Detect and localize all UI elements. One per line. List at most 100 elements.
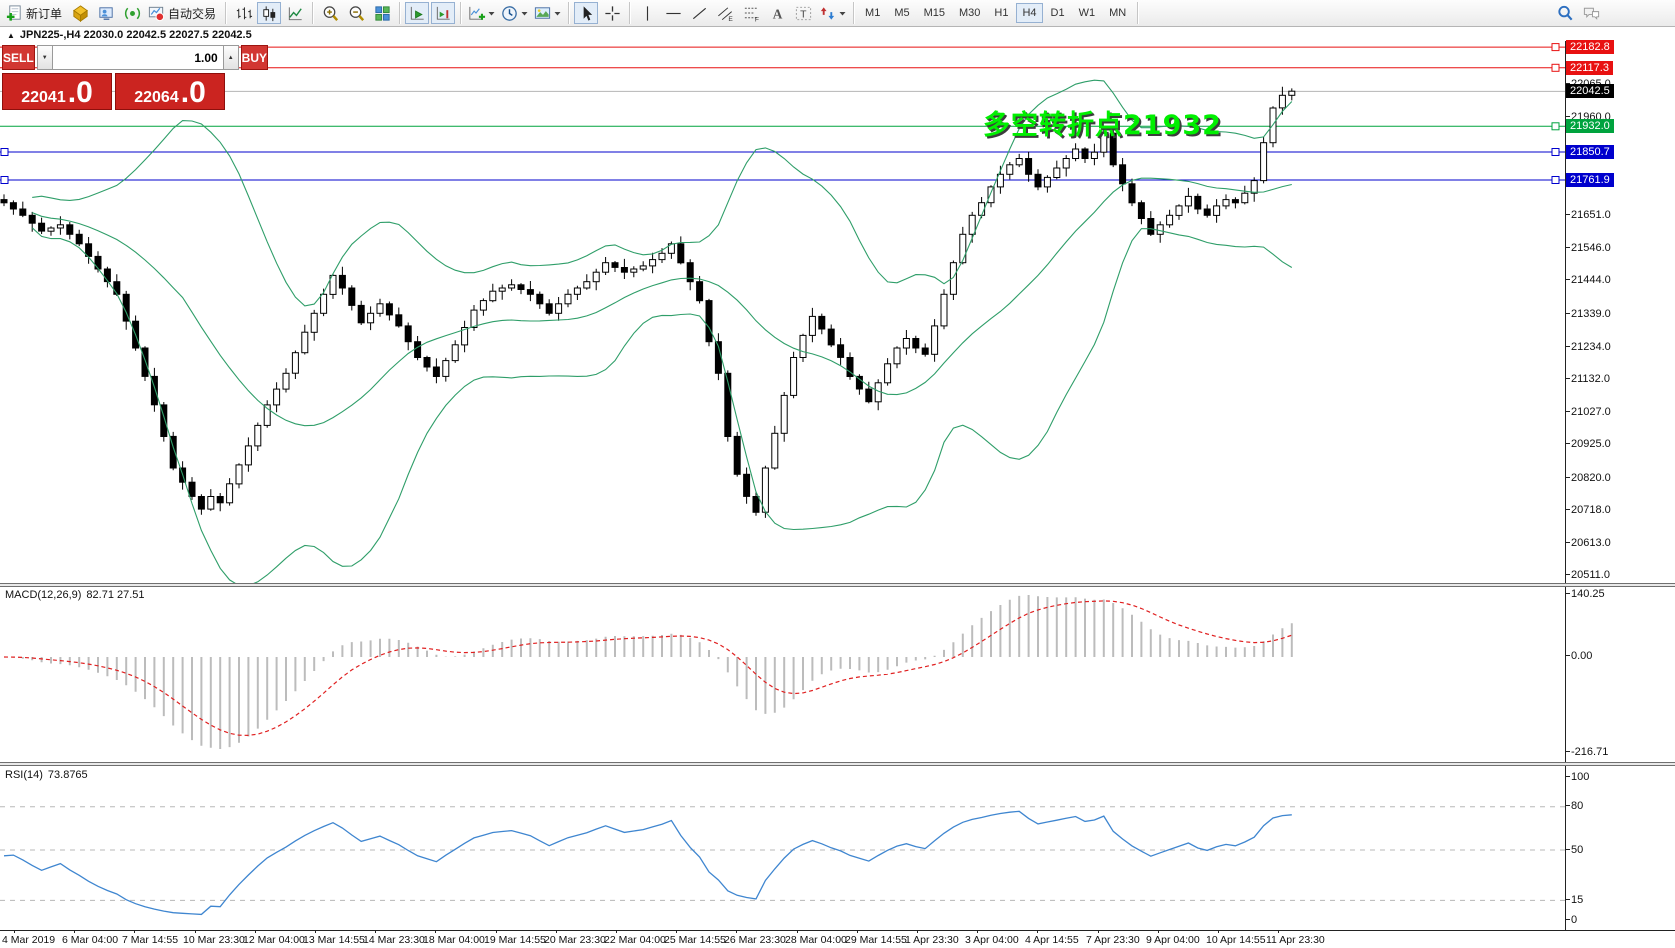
line-handle[interactable] <box>1551 176 1560 184</box>
candle-body <box>893 347 901 365</box>
templates-button[interactable] <box>532 2 563 24</box>
time-axis-label: 4 Mar 2019 <box>2 930 56 946</box>
candle-body <box>1081 148 1089 159</box>
fibonacci-button[interactable]: F <box>739 2 763 24</box>
search-button[interactable] <box>1553 2 1577 24</box>
tile-icon <box>374 5 390 21</box>
profiles-button[interactable] <box>94 2 118 24</box>
sell-price-box[interactable]: 22041 .0 <box>2 73 112 110</box>
zoom-out-button[interactable] <box>344 2 368 24</box>
candle-body <box>348 287 356 306</box>
candle-body <box>884 363 892 384</box>
tf-H1[interactable]: H1 <box>994 7 1009 19</box>
svg-text:F: F <box>754 16 758 22</box>
pane-splitter-macd[interactable] <box>0 583 1675 587</box>
candle-body <box>677 243 685 264</box>
toolbar-separator <box>568 2 570 24</box>
candle-body <box>1090 151 1098 159</box>
periods-button[interactable] <box>499 2 530 24</box>
collapse-arrow-icon[interactable]: ▲ <box>7 31 15 40</box>
price-tick-label: 21546.0 <box>1566 242 1611 254</box>
line-handle[interactable] <box>1551 122 1560 131</box>
candle-body <box>376 303 384 314</box>
trendline-button[interactable] <box>687 2 711 24</box>
macd-signal-line <box>3 600 1292 737</box>
candle-body <box>1166 214 1174 226</box>
text-button[interactable]: A <box>765 2 789 24</box>
time-axis-label: 12 Mar 04:00 <box>243 930 305 946</box>
tf-M1[interactable]: M1 <box>865 7 881 19</box>
candle-body <box>479 300 487 311</box>
buy-button[interactable]: BUY <box>240 45 269 70</box>
volume-decrease-button[interactable]: ▼ <box>36 45 53 70</box>
crosshair-button[interactable] <box>600 2 624 24</box>
zoom-in-button[interactable] <box>318 2 342 24</box>
tf-M5[interactable]: M5 <box>894 7 910 19</box>
time-axis-label: 1 Apr 23:30 <box>905 930 959 946</box>
candle-body <box>1128 183 1136 204</box>
channel-button[interactable]: E <box>713 2 737 24</box>
price-tick-label: 21027.0 <box>1566 406 1611 418</box>
cursor-button[interactable] <box>574 2 599 24</box>
auto-trading-button[interactable]: 自动交易 <box>146 2 220 24</box>
price-tick-label: 21755.0 <box>1566 176 1611 188</box>
line-handle[interactable] <box>0 176 9 184</box>
candle-body <box>1213 205 1221 216</box>
tf-M15[interactable]: M15 <box>923 7 945 19</box>
chat-button[interactable] <box>1579 2 1603 24</box>
arrows-button[interactable] <box>817 2 848 24</box>
indicators-button[interactable] <box>466 2 497 24</box>
macd-pane-canvas[interactable] <box>0 587 1565 762</box>
candle-body <box>865 388 873 403</box>
line-handle[interactable] <box>1551 43 1560 52</box>
hline-icon <box>665 12 681 14</box>
line-handle[interactable] <box>1551 63 1560 72</box>
search-icon <box>1557 5 1572 20</box>
candlestick-series <box>0 86 1296 518</box>
candle-body <box>1203 208 1211 216</box>
tf-H4[interactable]: H4 <box>1016 3 1043 23</box>
candle-body <box>526 289 534 295</box>
tf-D1[interactable]: D1 <box>1050 7 1065 19</box>
volume-input[interactable] <box>52 45 223 70</box>
chart-shift-button[interactable] <box>431 2 456 24</box>
candle-body <box>564 293 572 305</box>
line-handle[interactable] <box>1551 148 1560 156</box>
tile-windows-button[interactable] <box>370 2 394 24</box>
candle-body <box>733 435 741 475</box>
text-label-button[interactable]: T <box>791 2 815 24</box>
candle-body <box>28 214 36 224</box>
candle-body <box>395 314 403 327</box>
time-axis-label: 22 Mar 04:00 <box>604 930 666 946</box>
tf-W1[interactable]: W1 <box>1078 7 1096 19</box>
candlestick-chart-button[interactable] <box>257 2 282 24</box>
line-handle[interactable] <box>0 148 9 156</box>
new-order-button[interactable]: 新订单 <box>4 2 66 24</box>
candle-body <box>1053 167 1061 178</box>
rsi-pane-canvas[interactable] <box>0 766 1565 930</box>
tf-M30[interactable]: M30 <box>959 7 981 19</box>
buy-price-box[interactable]: 22064 .0 <box>115 73 225 110</box>
vertical-line-button[interactable] <box>635 2 659 24</box>
autotrade-icon <box>148 6 165 21</box>
signals-button[interactable] <box>120 2 144 24</box>
candle-body <box>113 281 121 295</box>
bar-chart-button[interactable] <box>231 2 255 24</box>
candle-body <box>827 328 835 346</box>
main-chart-canvas[interactable] <box>0 41 1565 583</box>
candle-body <box>216 496 224 504</box>
candle-body <box>921 347 929 355</box>
candle-body <box>197 496 205 510</box>
horizontal-line-button[interactable] <box>661 2 685 24</box>
auto-scroll-button[interactable] <box>405 2 430 24</box>
line-chart-button[interactable] <box>283 2 307 24</box>
main-toolbar: 新订单 自动交易 E F A T M1 M5 M15 M30 H1 H4 D1 W1 MN <box>0 0 1675 27</box>
quotes-button[interactable] <box>68 2 92 24</box>
sell-button[interactable]: SELL <box>2 45 35 70</box>
volume-increase-button[interactable]: ▲ <box>222 45 239 70</box>
tf-MN[interactable]: MN <box>1109 7 1127 19</box>
candle-body <box>226 483 234 504</box>
candle-body <box>367 312 375 324</box>
symbol-ohlc-text: JPN225-,H4 22030.0 22042.5 22027.5 22042… <box>19 29 252 41</box>
pane-splitter-rsi[interactable] <box>0 762 1675 766</box>
